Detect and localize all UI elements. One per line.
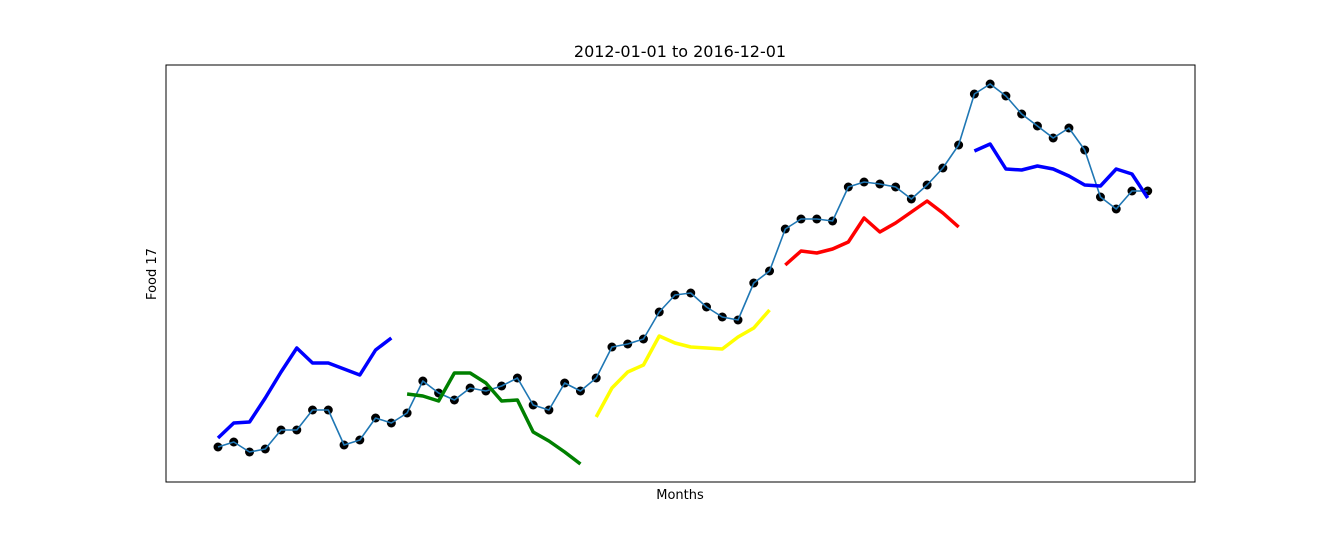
- x-axis-label: Months: [656, 488, 704, 503]
- series-line: [216, 336, 393, 440]
- plot-frame: [165, 64, 1196, 483]
- y-axis-label: Food 17: [145, 248, 160, 300]
- chart-title: 2012-01-01 to 2016-12-01: [574, 42, 786, 61]
- series-line: [973, 142, 1150, 199]
- series-line: [406, 371, 582, 466]
- series-line: [594, 308, 771, 418]
- series-line: [217, 83, 1148, 453]
- series-line: [784, 199, 960, 267]
